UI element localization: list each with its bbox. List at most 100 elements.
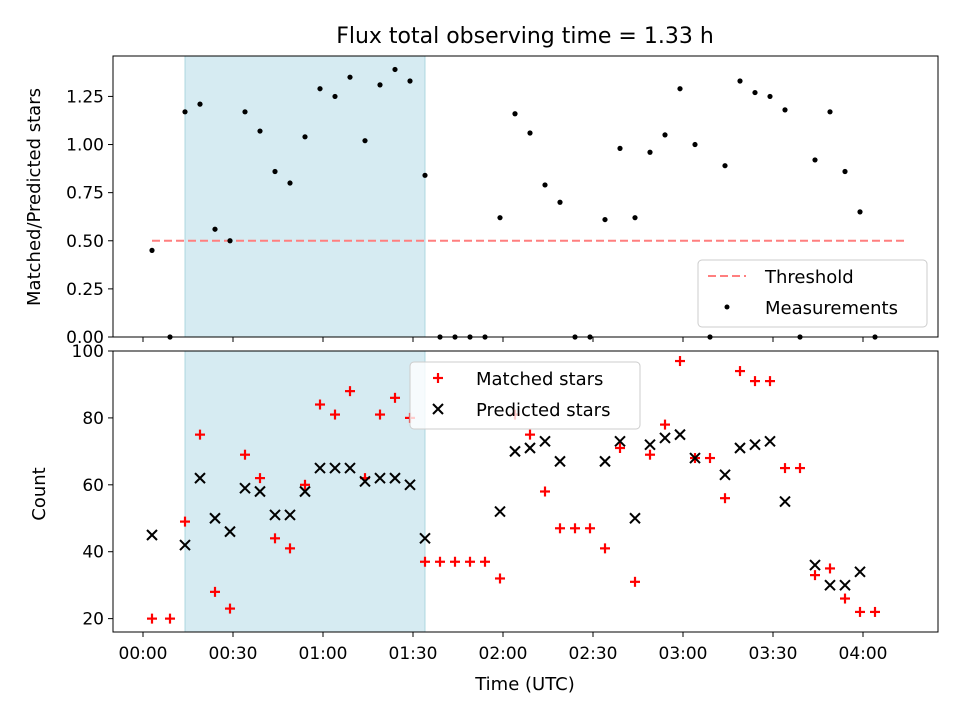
predicted-star-point xyxy=(509,445,521,458)
measurement-point xyxy=(302,134,308,140)
count-points xyxy=(146,356,880,624)
predicted-star-point xyxy=(749,438,761,451)
y-tick-label: 80 xyxy=(82,409,104,429)
matched-star-point xyxy=(147,613,157,624)
predicted-star-point xyxy=(194,472,206,484)
matched-star-point xyxy=(855,606,865,617)
matched-star-point xyxy=(480,556,490,567)
y-tick-label: 0.25 xyxy=(66,280,104,300)
matched-star-point xyxy=(195,429,205,440)
predicted-star-point xyxy=(284,509,296,521)
matched-star-point xyxy=(165,613,175,624)
measurement-point xyxy=(767,93,773,100)
matched-star-point xyxy=(675,356,685,367)
matched-star-point xyxy=(585,523,595,534)
predicted-star-point xyxy=(299,485,311,498)
predicted-star-point xyxy=(209,512,221,524)
measurement-point xyxy=(527,130,533,136)
predicted-star-point xyxy=(359,475,371,488)
measurement-point xyxy=(212,226,218,232)
measurement-point xyxy=(377,82,383,88)
measurement-point xyxy=(497,215,503,221)
measurement-point xyxy=(692,141,698,148)
top-y-ticks: 0.00 0.25 0.50 0.75 1.00 1.25 xyxy=(66,87,113,348)
measurement-point xyxy=(617,145,623,151)
measurement-point xyxy=(812,157,818,163)
predicted-legend-swatch xyxy=(432,403,444,415)
y-tick-label: 40 xyxy=(82,543,104,563)
measurement-point xyxy=(362,138,368,144)
measurement-point xyxy=(197,101,203,107)
matched-star-point xyxy=(180,516,190,527)
top-plot-frame xyxy=(112,55,939,338)
matched-star-point xyxy=(420,556,430,567)
matched-star-point xyxy=(315,399,325,410)
measurement-point xyxy=(347,74,353,80)
measurements-legend-label: Measurements xyxy=(765,298,898,319)
predicted-star-point xyxy=(644,438,656,451)
matched-star-point xyxy=(465,556,475,567)
predicted-star-point xyxy=(734,442,746,454)
measurements-legend-swatch xyxy=(724,304,730,310)
x-axis-label: Time (UTC) xyxy=(474,674,575,695)
matched-star-point xyxy=(840,593,850,604)
matched-star-point xyxy=(630,576,640,587)
measurement-point xyxy=(317,86,323,92)
matched-star-point xyxy=(435,556,445,567)
matched-star-point xyxy=(765,376,775,387)
predicted-star-point xyxy=(314,462,326,474)
predicted-star-point xyxy=(689,452,701,464)
predicted-star-point xyxy=(374,472,386,484)
y-tick-label: 1.25 xyxy=(66,87,104,107)
predicted-star-point xyxy=(239,482,251,494)
matched-star-point xyxy=(525,429,535,440)
matched-star-point xyxy=(660,419,670,430)
predicted-star-point xyxy=(146,529,158,541)
x-tick-label: 04:00 xyxy=(839,644,888,664)
matched-star-point xyxy=(270,533,280,544)
predicted-star-point xyxy=(824,579,836,591)
predicted-star-point xyxy=(539,435,551,448)
matched-star-point xyxy=(645,449,655,460)
matched-star-point xyxy=(345,386,355,397)
matched-star-point xyxy=(555,523,565,534)
measurement-point xyxy=(542,182,548,188)
measurement-point xyxy=(227,238,233,244)
measurement-point xyxy=(272,168,278,175)
measurement-point xyxy=(422,172,428,178)
predicted-star-point xyxy=(629,512,641,524)
measurement-point xyxy=(677,86,683,92)
x-tick-label: 03:30 xyxy=(749,644,798,664)
x-tick-label: 00:00 xyxy=(119,644,168,664)
measurement-point xyxy=(557,199,563,205)
predicted-star-point xyxy=(554,455,566,468)
measurement-point xyxy=(512,111,518,117)
predicted-star-point xyxy=(779,495,791,508)
measurement-point xyxy=(752,89,758,96)
measurement-point xyxy=(842,168,848,175)
matched-star-point xyxy=(750,376,760,387)
predicted-star-point xyxy=(389,472,401,484)
matched-star-point xyxy=(210,586,220,597)
top-y-axis-label: Matched/Predicted stars xyxy=(24,88,45,306)
matched-star-point xyxy=(330,409,340,420)
predicted-star-point xyxy=(419,532,431,545)
measurement-point xyxy=(737,78,743,84)
measurement-point xyxy=(182,109,188,115)
measurement-point xyxy=(647,149,653,155)
bottom-x-ticks: 00:00 00:30 01:00 01:30 02:00 02:30 03:00 03:30… xyxy=(119,632,888,664)
x-tick-label: 02:30 xyxy=(569,644,618,664)
measurement-point xyxy=(782,107,788,113)
matched-star-point xyxy=(300,479,310,490)
matched-star-point xyxy=(570,523,580,534)
matched-star-point xyxy=(540,486,550,497)
x-tick-label: 03:00 xyxy=(659,644,708,664)
x-tick-label: 01:00 xyxy=(299,644,348,664)
y-tick-label: 60 xyxy=(82,476,104,496)
top-x-ticks xyxy=(142,337,864,342)
predicted-star-point xyxy=(839,579,851,591)
matched-star-point xyxy=(495,573,505,584)
matched-star-point xyxy=(780,463,790,474)
